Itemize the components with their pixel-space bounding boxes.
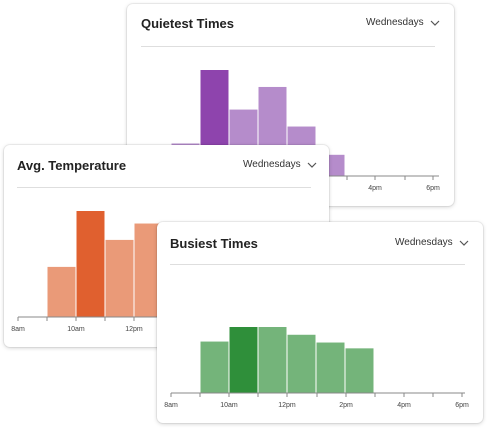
bar-highlighted	[76, 211, 105, 317]
divider	[17, 187, 311, 188]
chevron-down-icon	[307, 162, 317, 168]
bar	[258, 327, 287, 393]
day-dropdown-label: Wednesdays	[243, 159, 301, 170]
bar-highlighted	[229, 327, 258, 393]
bar	[200, 341, 229, 393]
card-title: Busiest Times	[170, 236, 258, 251]
day-dropdown[interactable]: Wednesdays	[243, 159, 317, 170]
chevron-down-icon	[459, 240, 469, 246]
divider	[141, 46, 435, 47]
day-dropdown[interactable]: Wednesdays	[366, 17, 440, 28]
bar	[316, 342, 345, 393]
card-title: Quietest Times	[141, 16, 234, 31]
bar	[105, 239, 134, 317]
tick-label: 8am	[164, 402, 178, 409]
busiest-times-chart: 8am 10am 12pm 2pm 4pm 6pm	[164, 327, 469, 409]
bar	[47, 266, 76, 317]
tick-label: 10am	[220, 402, 238, 409]
bar	[287, 334, 316, 393]
tick-label: 10am	[67, 326, 85, 333]
tick-label: 4pm	[368, 185, 382, 192]
tick-label: 2pm	[339, 402, 353, 409]
day-dropdown-label: Wednesdays	[366, 17, 424, 28]
tick-label: 8am	[11, 326, 25, 333]
day-dropdown-label: Wednesdays	[395, 237, 453, 248]
day-dropdown[interactable]: Wednesdays	[395, 237, 469, 248]
tick-label: 6pm	[455, 402, 469, 409]
busiest-times-card: Busiest Times Wednesdays 8am 10am 12pm 2pm 4…	[157, 222, 483, 423]
bar	[345, 348, 374, 393]
chevron-down-icon	[430, 20, 440, 26]
tick-label: 12pm	[125, 326, 143, 333]
tick-label: 6pm	[426, 185, 440, 192]
card-title: Avg. Temperature	[17, 158, 127, 173]
tick-label: 4pm	[397, 402, 411, 409]
tick-label: 12pm	[278, 402, 296, 409]
divider	[170, 264, 465, 265]
